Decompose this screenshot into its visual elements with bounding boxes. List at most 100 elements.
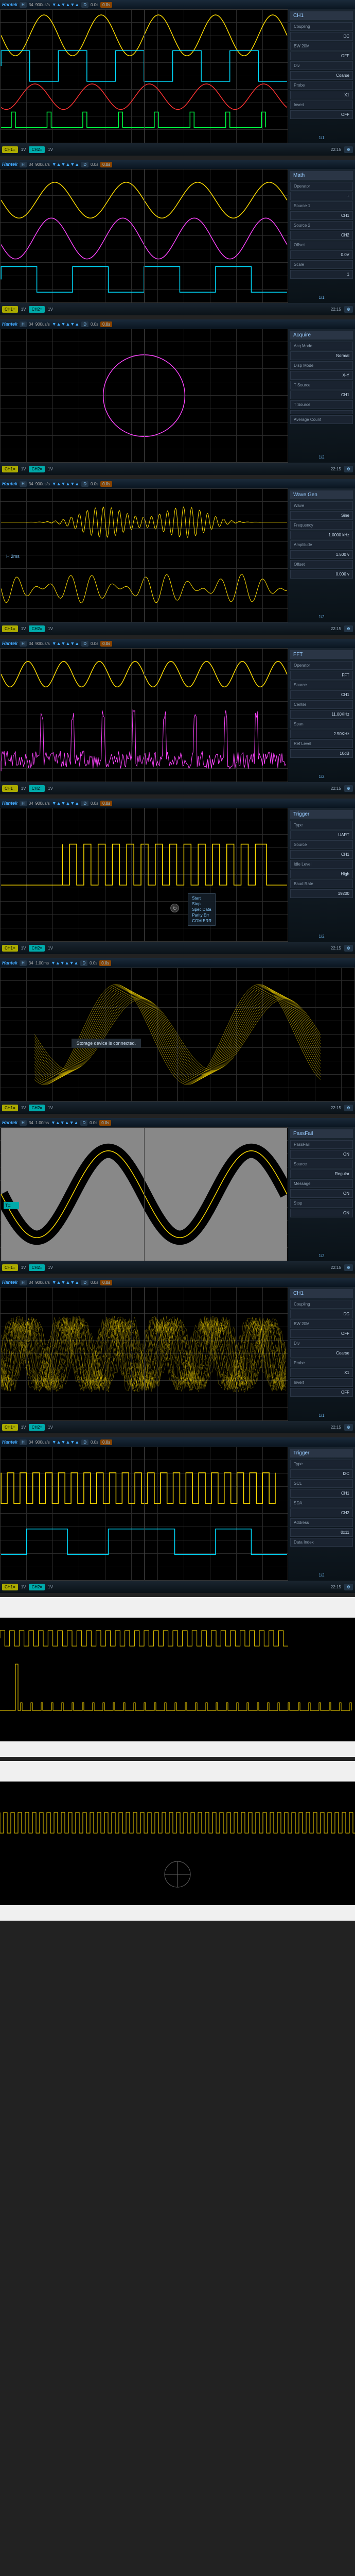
menu-item-2[interactable]: Source [290, 681, 353, 689]
ch1-badge[interactable]: CH1= [2, 1264, 18, 1271]
menu-page[interactable]: 1/2 [290, 933, 353, 940]
settings-icon[interactable]: ⚙ [344, 945, 353, 952]
menu-item-6[interactable]: Offset [290, 560, 353, 569]
measure-popup[interactable]: StartStopSpec DataParity ErrCOM ERR [188, 893, 216, 926]
menu-page[interactable]: 1/2 [290, 1252, 353, 1259]
menu-item-0[interactable]: Operator [290, 182, 353, 191]
menu-item-5[interactable]: CH2 [290, 1509, 353, 1517]
menu-item-1[interactable]: FFT [290, 671, 353, 680]
waveform-grid[interactable]: H 2ms [0, 488, 288, 622]
waveform-grid[interactable]: T= [0, 1127, 288, 1261]
pc-toolbar[interactable] [0, 1597, 355, 1618]
menu-page[interactable]: 1/2 [290, 454, 353, 461]
menu-item-3[interactable]: CH1 [290, 211, 353, 220]
menu-item-6[interactable]: Address [290, 1518, 353, 1527]
menu-item-8[interactable]: Invert [290, 100, 353, 109]
menu-item-7[interactable]: X1 [290, 91, 353, 99]
menu-item-5[interactable]: CH2 [290, 231, 353, 240]
menu-item-7[interactable] [290, 410, 353, 414]
menu-page[interactable]: 1/1 [290, 134, 353, 141]
menu-item-4[interactable]: Div [290, 61, 353, 70]
menu-item-5[interactable]: 1.500 v [290, 550, 353, 559]
menu-item-6[interactable]: Span [290, 720, 353, 728]
menu-item-0[interactable]: Type [290, 821, 353, 829]
menu-item-1[interactable]: DC [290, 1310, 353, 1318]
menu-item-0[interactable]: Coupling [290, 1300, 353, 1309]
menu-item-5[interactable]: CH1 [290, 391, 353, 399]
menu-item-1[interactable]: Normal [290, 351, 353, 360]
waveform-grid[interactable]: ↻ StartStopSpec DataParity ErrCOM ERR [0, 808, 288, 942]
menu-item-3[interactable]: OFF [290, 52, 353, 60]
menu-item-2[interactable]: Disp Mode [290, 361, 353, 370]
menu-item-6[interactable]: Probe [290, 81, 353, 90]
menu-item-2[interactable]: BW 20M [290, 1319, 353, 1328]
menu-item-3[interactable]: OFF [290, 1329, 353, 1338]
menu-item-6[interactable]: Stop [290, 1199, 353, 1208]
menu-item-0[interactable]: Wave [290, 501, 353, 510]
settings-icon[interactable]: ⚙ [344, 1264, 353, 1271]
ch2-badge[interactable]: CH2= [29, 1424, 45, 1431]
menu-item-1[interactable]: UART [290, 831, 353, 839]
settings-icon[interactable]: ⚙ [344, 785, 353, 792]
menu-item-2[interactable]: Frequency [290, 521, 353, 530]
menu-item-9[interactable]: 1 [290, 270, 353, 279]
menu-item-4[interactable]: T Source [290, 381, 353, 389]
ch2-badge[interactable]: CH2= [29, 306, 45, 313]
menu-item-3[interactable]: CH1 [290, 690, 353, 699]
settings-icon[interactable]: ⚙ [344, 1424, 353, 1431]
menu-item-3[interactable]: Regular [290, 1170, 353, 1178]
menu-item-8[interactable]: Average Count [290, 415, 353, 424]
menu-item-0[interactable]: Acq Mode [290, 342, 353, 350]
menu-item-4[interactable]: Center [290, 700, 353, 709]
menu-item-0[interactable]: Type [290, 1460, 353, 1468]
settings-icon[interactable]: ⚙ [344, 1105, 353, 1111]
menu-item-5[interactable]: 11.00KHz [290, 710, 353, 719]
menu-item-9[interactable]: 10dB [290, 749, 353, 758]
menu-item-4[interactable]: Message [290, 1179, 353, 1188]
menu-page[interactable]: 1/1 [290, 1412, 353, 1419]
ch2-badge[interactable]: CH2= [29, 785, 45, 792]
menu-item-4[interactable]: Div [290, 1339, 353, 1348]
menu-item-6[interactable]: T Source [290, 400, 353, 409]
settings-icon[interactable]: ⚙ [344, 146, 353, 153]
ch1-badge[interactable]: CH1= [2, 466, 18, 472]
waveform-grid[interactable] [0, 169, 288, 303]
ch1-badge[interactable]: CH1= [2, 146, 18, 153]
pc-waveform-area[interactable] [0, 1618, 355, 1741]
menu-item-6[interactable]: Offset [290, 241, 353, 249]
menu-item-1[interactable]: Sine [290, 511, 353, 520]
ch2-badge[interactable]: CH2= [29, 1264, 45, 1271]
ch2-badge[interactable]: CH2= [29, 945, 45, 952]
menu-page[interactable]: 1/1 [290, 294, 353, 301]
menu-page[interactable]: 1/2 [290, 1572, 353, 1579]
menu-item-2[interactable]: SCL [290, 1479, 353, 1488]
waveform-grid[interactable] [0, 1447, 288, 1581]
menu-item-2[interactable]: Source 1 [290, 201, 353, 210]
menu-item-7[interactable]: X1 [290, 1368, 353, 1377]
menu-item-7[interactable]: 0.0V [290, 250, 353, 259]
menu-item-7[interactable]: 0x11 [290, 1528, 353, 1537]
menu-item-2[interactable]: Source [290, 840, 353, 849]
ch1-badge[interactable]: CH1= [2, 1584, 18, 1590]
menu-item-8[interactable]: Invert [290, 1378, 353, 1387]
menu-page[interactable]: 1/2 [290, 614, 353, 620]
ch1-badge[interactable]: CH1= [2, 306, 18, 313]
waveform-grid[interactable] [0, 329, 288, 463]
ch2-badge[interactable]: CH2= [29, 1105, 45, 1111]
menu-item-0[interactable]: PassFail [290, 1140, 353, 1149]
ch1-badge[interactable]: CH1= [2, 1424, 18, 1431]
menu-item-4[interactable]: Source 2 [290, 221, 353, 230]
waveform-grid[interactable] [0, 9, 288, 143]
menu-item-3[interactable]: CH1 [290, 1489, 353, 1498]
menu-item-9[interactable]: OFF [290, 110, 353, 119]
settings-icon[interactable]: ⚙ [344, 1584, 353, 1590]
menu-item-7[interactable]: ON [290, 1209, 353, 1217]
menu-item-5[interactable]: High [290, 870, 353, 878]
menu-item-6[interactable]: Baud Rate [290, 879, 353, 888]
menu-item-1[interactable]: + [290, 192, 353, 200]
ch1-badge[interactable]: CH1= [2, 625, 18, 632]
ch2-badge[interactable]: CH2= [29, 1584, 45, 1590]
menu-item-4[interactable]: SDA [290, 1499, 353, 1507]
ch1-badge[interactable]: CH1= [2, 945, 18, 952]
menu-item-7[interactable]: 0.000 v [290, 570, 353, 579]
